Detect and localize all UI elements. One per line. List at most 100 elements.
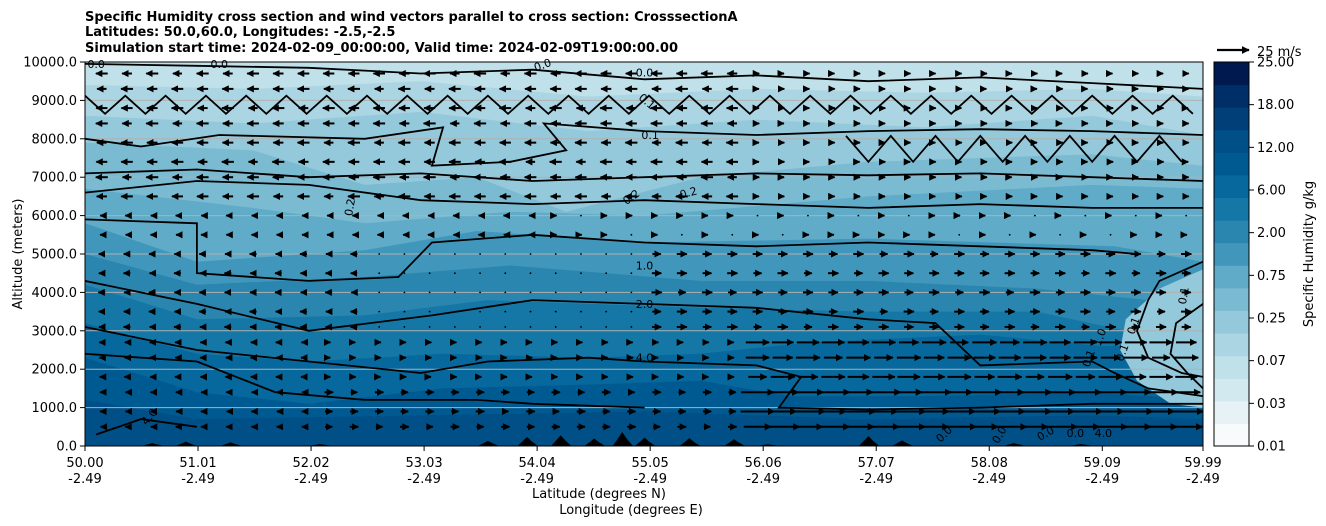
colorbar-label: Specific Humidity g/kg (1302, 181, 1317, 327)
contour-line-2.0-9 (85, 326, 1203, 411)
contour-label-3: 0.0 (636, 67, 654, 80)
x-tick-label-lon: -2.49 (859, 472, 893, 487)
wind-vector (580, 272, 582, 275)
wind-vector (479, 272, 481, 275)
y-tick-label: 6000.0 (32, 209, 78, 224)
colorbar-tick-label: 12.00 (1257, 141, 1294, 156)
wind-vector (428, 291, 431, 294)
contour-line-4.0-10 (85, 352, 645, 409)
wind-vector (403, 326, 406, 328)
y-tick-label: 1000.0 (32, 401, 78, 416)
wind-vector (554, 310, 557, 313)
contour-label-5: 0.1 (641, 129, 659, 142)
x-axis: 50.00-2.4951.01-2.4952.02-2.4953.03-2.49… (66, 446, 1222, 487)
x-axis-label-lat: Latitude (degrees N) (532, 487, 666, 502)
fill-band-9 (85, 399, 1203, 446)
wind-vector (428, 253, 431, 255)
x-tick-label-lon: -2.49 (746, 472, 780, 487)
wind-vector (630, 233, 633, 236)
colorbar-swatch-7 (1214, 265, 1249, 289)
wind-vector (1008, 233, 1011, 236)
wind-vector (1134, 214, 1137, 217)
wind-vector (453, 253, 456, 255)
x-tick-label-lat: 56.06 (745, 456, 782, 471)
grid-lines (85, 99, 1203, 409)
x-tick-label-lon: -2.49 (1085, 472, 1119, 487)
wind-vector (605, 272, 608, 275)
wind-vector (504, 272, 507, 275)
wind-vector (580, 310, 582, 313)
y-tick-label: 9000.0 (32, 94, 78, 109)
x-tick-label-lat: 57.07 (858, 456, 895, 471)
y-tick-label: 10000.0 (23, 56, 77, 71)
wind-vector (479, 326, 481, 328)
colorbar: 0.01 0.03 0.07 0.25 0.75 2.00 6.00 12.00 18.00 25… (1213, 56, 1294, 455)
y-tick-label: 3000.0 (32, 324, 78, 339)
wind-vector (504, 291, 507, 294)
wind-vector (630, 253, 633, 255)
contour-line-1.0-7 (1136, 260, 1203, 378)
x-tick-label-lon: -2.49 (68, 472, 102, 487)
colorbar-swatch-0 (1214, 423, 1249, 447)
wind-vector (453, 291, 456, 294)
wind-vector (907, 214, 910, 217)
contour-line-0.0-0 (85, 63, 1203, 90)
wind-vector (428, 272, 431, 275)
wind-vector (580, 326, 582, 328)
y-tick-label: 0.0 (56, 440, 77, 455)
contour-line-0.1-4 (85, 168, 1203, 182)
colorbar-swatch-13 (1214, 129, 1249, 153)
x-tick-label-lon: -2.49 (1186, 472, 1220, 487)
contour-label-10: 2.0 (636, 298, 654, 311)
title-line-3: Simulation start time: 2024-02-09_00:00:… (85, 41, 678, 56)
colorbar-tick-label: 0.07 (1257, 354, 1286, 369)
y-axis: 0.0 1000.0 2000.0 3000.0 4000.0 5000.0 6000.0 7… (23, 56, 85, 455)
wind-vector (605, 291, 608, 294)
x-tick-label-lat: 52.02 (292, 456, 329, 471)
wind-vector (807, 214, 809, 217)
wind-vector (378, 291, 381, 294)
contour-label-21: 0.0 (1067, 427, 1085, 440)
wind-vector (580, 214, 582, 217)
y-tick-label: 8000.0 (32, 132, 78, 147)
wind-vector (630, 291, 633, 294)
colorbar-swatch-6 (1214, 287, 1249, 311)
wind-vector (529, 326, 532, 328)
colorbar-swatch-10 (1214, 197, 1249, 221)
wind-vector (504, 326, 507, 328)
colorbar-swatch-12 (1214, 152, 1249, 176)
colorbar-swatch-16 (1214, 62, 1249, 86)
contour-label-16: 0.1 (1113, 342, 1131, 363)
contour-label-1: 0.0 (211, 58, 229, 71)
wind-vector (630, 326, 633, 328)
title-line-2: Latitudes: 50.0,60.0, Longitudes: -2.5,-… (85, 25, 395, 40)
colorbar-frame (1213, 61, 1250, 447)
wind-key-label: 25 m/s (1257, 45, 1302, 60)
x-tick-label-lat: 55.05 (632, 456, 669, 471)
contour-label-6: 0.2 (342, 198, 358, 217)
colorbar-tick-label: 0.75 (1257, 269, 1286, 284)
wind-vector (1109, 233, 1112, 236)
wind-vector (529, 253, 532, 255)
y-tick-label: 7000.0 (32, 171, 78, 186)
wind-vector (605, 310, 608, 313)
x-tick-label-lat: 54.04 (519, 456, 556, 471)
wind-vector (554, 253, 557, 255)
wind-vector (781, 233, 784, 236)
wind-vector (403, 291, 406, 294)
terrain (85, 431, 1203, 446)
contour-label-17: 0.1 (1176, 286, 1192, 305)
wind-vector (605, 326, 608, 328)
title-line-1: Specific Humidity cross section and wind… (85, 10, 738, 25)
wind-vector (580, 253, 582, 255)
terrain-profile (85, 431, 1203, 446)
colorbar-swatch-5 (1214, 310, 1249, 334)
colorbar-tick-label: 0.25 (1257, 312, 1286, 327)
contour-label-13: 1.0 (1091, 327, 1109, 348)
wind-vector (630, 272, 633, 275)
wind-vector (554, 291, 557, 294)
wind-vectors (95, 69, 1203, 431)
chart-title: Specific Humidity cross section and wind… (85, 10, 738, 56)
x-tick-label-lon: -2.49 (633, 472, 667, 487)
